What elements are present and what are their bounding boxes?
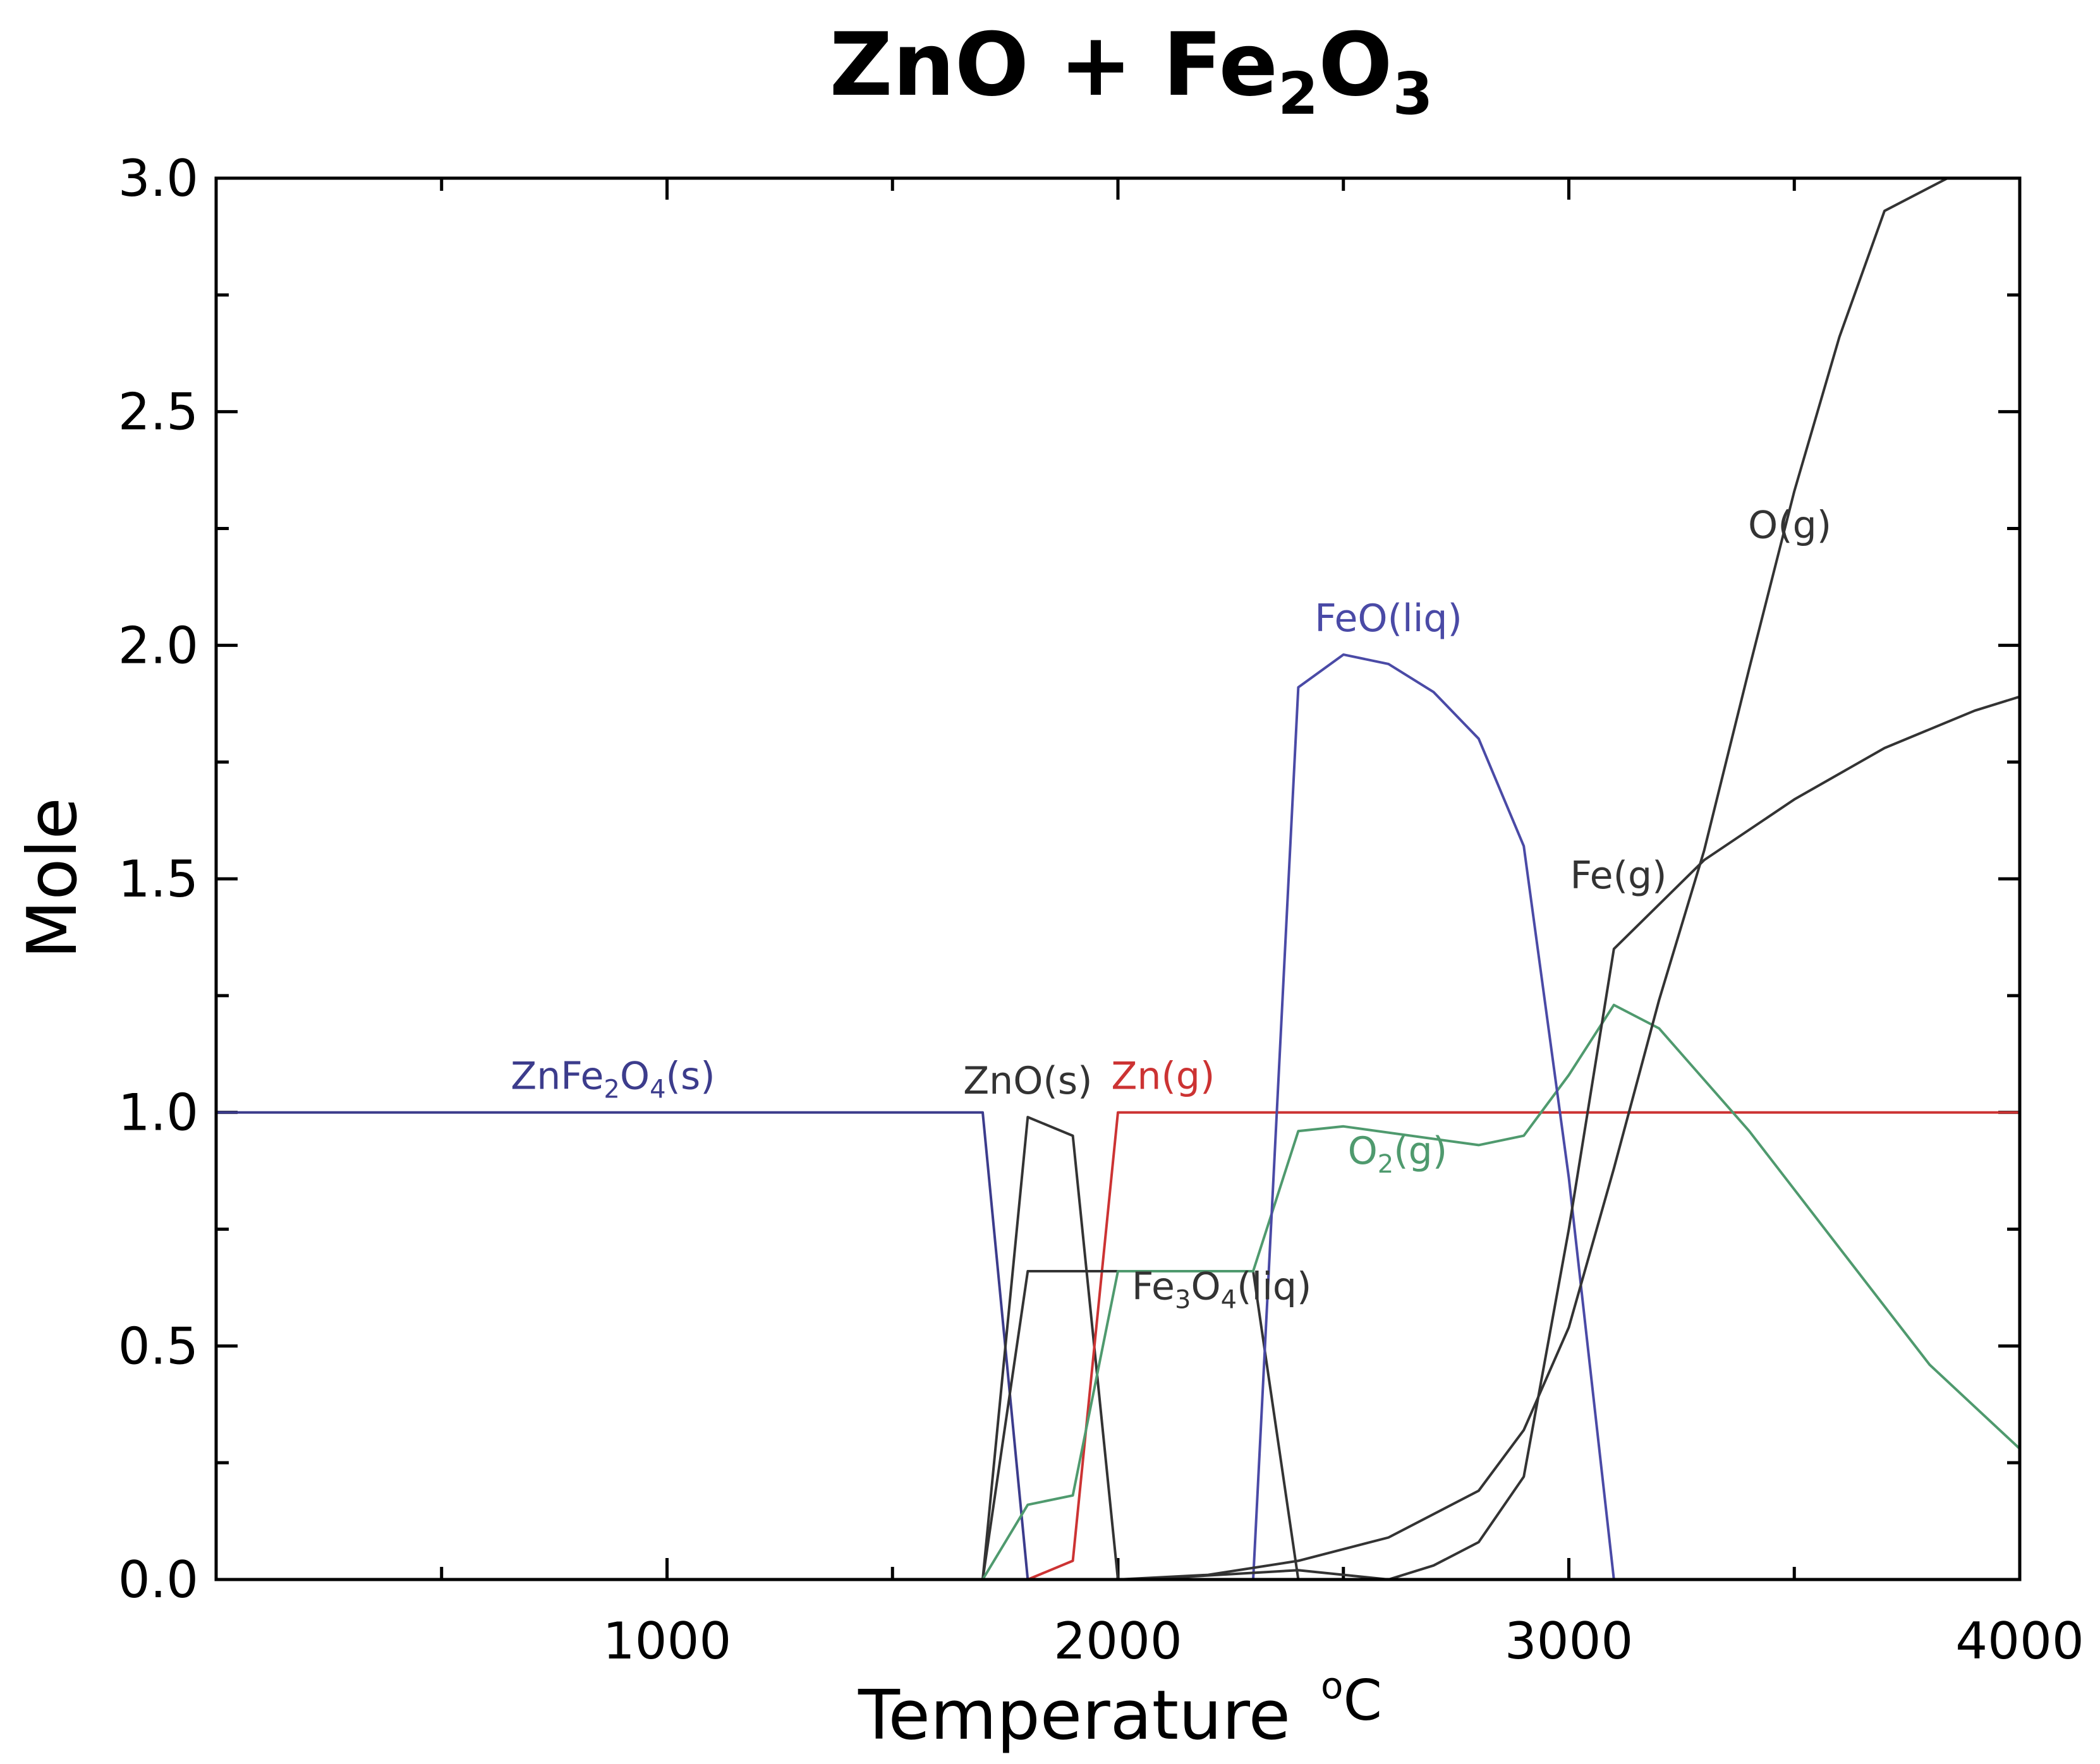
y-tick-label: 1.0 bbox=[118, 1084, 198, 1142]
y-tick-label: 0.0 bbox=[118, 1550, 198, 1609]
tick-labels: 1000 2000 3000 4000 0.0 0.5 1.0 1.5 2.0 2.5 3.0 bbox=[118, 149, 2084, 1670]
series-line-znfe2o4-s bbox=[216, 1111, 1029, 1580]
series-line-zno-s bbox=[981, 1116, 1119, 1580]
series-label-fe3o4-liq: Fe3O4(liq) bbox=[1132, 1264, 1312, 1314]
x-tick-label: 1000 bbox=[603, 1612, 732, 1670]
x-axis-label: Temperature bbox=[858, 1676, 1290, 1755]
y-axis-label: Mole bbox=[13, 797, 92, 959]
series-line-o2-g bbox=[981, 1003, 2021, 1581]
x-axis-unit: oC bbox=[1321, 1664, 1382, 1733]
series-label-feo-liq: FeO(liq) bbox=[1314, 596, 1462, 641]
x-tick-label: 4000 bbox=[1955, 1612, 2084, 1670]
x-tick-label: 2000 bbox=[1053, 1612, 1182, 1670]
series-labels: ZnFe2O4(s) ZnO(s) Zn(g) Fe3O4(liq) O2(g) FeO(… bbox=[511, 503, 1831, 1314]
y-tick-label: 2.0 bbox=[118, 616, 198, 675]
series-label-zn-g: Zn(g) bbox=[1111, 1054, 1215, 1099]
series-line-zn-g bbox=[1027, 1111, 2020, 1581]
series-line-feo-liq bbox=[1252, 653, 1615, 1580]
series-line-fe3o4-liq bbox=[981, 1270, 1300, 1580]
series-line-o-g bbox=[1117, 177, 1948, 1581]
y-tick-label: 1.5 bbox=[118, 850, 198, 909]
series-label-o2-g: O2(g) bbox=[1348, 1129, 1448, 1179]
series-lines bbox=[216, 177, 2021, 1581]
series-label-zno-s: ZnO(s) bbox=[963, 1059, 1092, 1103]
chart-title: ZnO + Fe2O3 bbox=[830, 14, 1433, 128]
y-tick-label: 0.5 bbox=[118, 1317, 198, 1375]
series-label-znfe2o4-s: ZnFe2O4(s) bbox=[511, 1054, 715, 1104]
y-tick-label: 3.0 bbox=[118, 149, 198, 208]
plot-frame bbox=[214, 176, 2022, 1581]
series-label-fe-g: Fe(g) bbox=[1570, 854, 1666, 898]
series-line-fe-g bbox=[1140, 695, 2020, 1581]
axes-ticks bbox=[214, 176, 2022, 1581]
series-label-o-g: O(g) bbox=[1748, 503, 1831, 547]
x-tick-label: 3000 bbox=[1505, 1612, 1634, 1670]
y-tick-label: 2.5 bbox=[118, 383, 198, 442]
